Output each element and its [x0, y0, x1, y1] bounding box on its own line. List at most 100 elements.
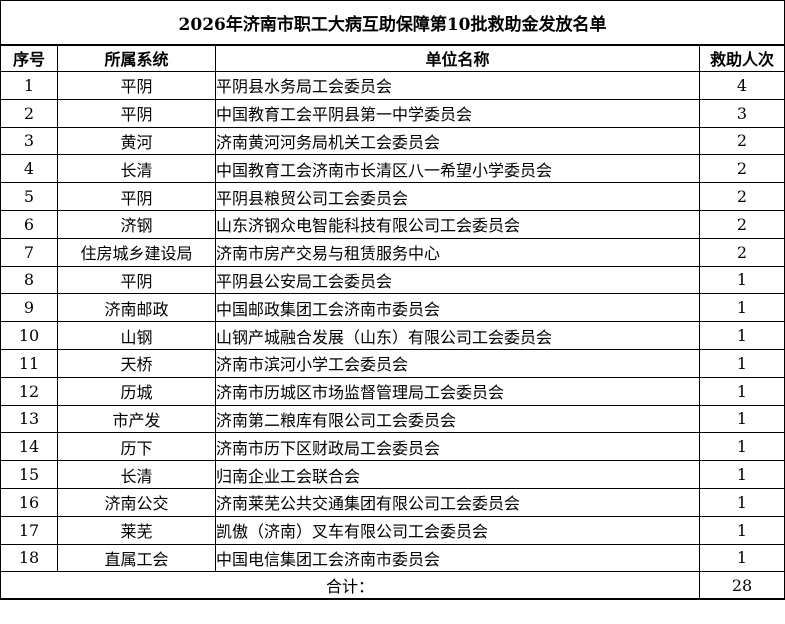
row-number-cell: 18 — [0, 543, 58, 573]
unit-name-cell: 济南市历下区财政局工会委员会 — [215, 432, 700, 462]
column-header-unit: 单位名称 — [215, 44, 700, 72]
unit-name-cell: 济南市滨河小学工会委员会 — [215, 348, 700, 378]
unit-name-cell: 山钢产城融合发展（山东）有限公司工会委员会 — [215, 321, 700, 350]
unit-name-cell: 济南市房产交易与租赁服务中心 — [215, 237, 700, 267]
table-row: 12 历城 济南市历城区市场监督管理局工会委员会 1 — [0, 376, 785, 406]
system-cell: 济钢 — [57, 209, 216, 239]
system-cell: 住房城乡建设局 — [57, 237, 216, 267]
table-row: 3 黄河 济南黄河河务局机关工会委员会 2 — [0, 126, 785, 156]
system-cell: 山钢 — [57, 321, 216, 350]
system-cell: 济南公交 — [57, 487, 216, 517]
row-number-cell: 8 — [0, 265, 58, 295]
unit-name-cell: 中国邮政集团工会济南市委员会 — [215, 293, 700, 323]
count-cell: 1 — [698, 460, 785, 489]
table-row: 10 山钢 山钢产城融合发展（山东）有限公司工会委员会 1 — [0, 321, 785, 350]
count-cell: 1 — [698, 487, 785, 517]
system-cell: 天桥 — [57, 348, 216, 378]
system-cell: 历下 — [57, 432, 216, 462]
table-row: 14 历下 济南市历下区财政局工会委员会 1 — [0, 432, 785, 462]
table-row: 5 平阴 平阴县粮贸公司工会委员会 2 — [0, 182, 785, 211]
page-title: 2026年济南市职工大病互助保障第10批救助金发放名单 — [0, 0, 785, 46]
row-number-cell: 16 — [0, 487, 58, 517]
row-number-cell: 15 — [0, 460, 58, 489]
system-cell: 莱芜 — [57, 515, 216, 545]
count-cell: 2 — [698, 237, 785, 267]
table-row: 17 莱芜 凯傲（济南）叉车有限公司工会委员会 1 — [0, 515, 785, 545]
column-header-index: 序号 — [0, 44, 58, 72]
unit-name-cell: 中国教育工会平阴县第一中学委员会 — [215, 98, 700, 128]
unit-name-cell: 中国教育工会济南市长清区八一希望小学委员会 — [215, 154, 700, 184]
row-number-cell: 6 — [0, 209, 58, 239]
row-number-cell: 5 — [0, 182, 58, 211]
unit-name-cell: 平阴县粮贸公司工会委员会 — [215, 182, 700, 211]
count-cell: 1 — [698, 404, 785, 434]
column-header-count: 救助人次 — [698, 44, 785, 72]
system-cell: 长清 — [57, 154, 216, 184]
row-number-cell: 14 — [0, 432, 58, 462]
header-row: 序号 所属系统 单位名称 救助人次 — [0, 44, 785, 72]
table-row: 4 长清 中国教育工会济南市长清区八一希望小学委员会 2 — [0, 154, 785, 184]
table-body: 1 平阴 平阴县水务局工会委员会 4 2 平阴 中国教育工会平阴县第一中学委员会 3 3 黄河 济南… — [0, 71, 785, 573]
system-cell: 长清 — [57, 460, 216, 489]
count-cell: 1 — [698, 348, 785, 378]
table-row: 1 平阴 平阴县水务局工会委员会 4 — [0, 71, 785, 100]
unit-name-cell: 凯傲（济南）叉车有限公司工会委员会 — [215, 515, 700, 545]
row-number-cell: 1 — [0, 71, 58, 100]
system-cell: 市产发 — [57, 404, 216, 434]
system-cell: 直属工会 — [57, 543, 216, 573]
system-cell: 平阴 — [57, 265, 216, 295]
unit-name-cell: 山东济钢众电智能科技有限公司工会委员会 — [215, 209, 700, 239]
table-row: 8 平阴 平阴县公安局工会委员会 1 — [0, 265, 785, 295]
row-number-cell: 17 — [0, 515, 58, 545]
unit-name-cell: 济南第二粮库有限公司工会委员会 — [215, 404, 700, 434]
count-cell: 1 — [698, 543, 785, 573]
row-number-cell: 12 — [0, 376, 58, 406]
table-row: 2 平阴 中国教育工会平阴县第一中学委员会 3 — [0, 98, 785, 128]
unit-name-cell: 平阴县公安局工会委员会 — [215, 265, 700, 295]
count-cell: 2 — [698, 126, 785, 156]
count-cell: 2 — [698, 154, 785, 184]
row-number-cell: 9 — [0, 293, 58, 323]
table-row: 7 住房城乡建设局 济南市房产交易与租赁服务中心 2 — [0, 237, 785, 267]
aid-distribution-table: 2026年济南市职工大病互助保障第10批救助金发放名单 序号 所属系统 单位名称… — [0, 0, 785, 600]
row-number-cell: 7 — [0, 237, 58, 267]
count-cell: 1 — [698, 432, 785, 462]
total-label: 合计： — [0, 571, 700, 600]
system-cell: 平阴 — [57, 182, 216, 211]
unit-name-cell: 中国电信集团工会济南市委员会 — [215, 543, 700, 573]
row-number-cell: 3 — [0, 126, 58, 156]
unit-name-cell: 归南企业工会联合会 — [215, 460, 700, 489]
count-cell: 1 — [698, 265, 785, 295]
unit-name-cell: 济南莱芜公共交通集团有限公司工会委员会 — [215, 487, 700, 517]
table-row: 16 济南公交 济南莱芜公共交通集团有限公司工会委员会 1 — [0, 487, 785, 517]
table-row: 9 济南邮政 中国邮政集团工会济南市委员会 1 — [0, 293, 785, 323]
system-cell: 黄河 — [57, 126, 216, 156]
total-value: 28 — [698, 571, 785, 600]
row-number-cell: 2 — [0, 98, 58, 128]
row-number-cell: 4 — [0, 154, 58, 184]
count-cell: 1 — [698, 293, 785, 323]
unit-name-cell: 济南市历城区市场监督管理局工会委员会 — [215, 376, 700, 406]
row-number-cell: 11 — [0, 348, 58, 378]
column-header-system: 所属系统 — [57, 44, 216, 72]
count-cell: 2 — [698, 182, 785, 211]
row-number-cell: 13 — [0, 404, 58, 434]
count-cell: 2 — [698, 209, 785, 239]
system-cell: 平阴 — [57, 71, 216, 100]
unit-name-cell: 平阴县水务局工会委员会 — [215, 71, 700, 100]
count-cell: 1 — [698, 515, 785, 545]
count-cell: 3 — [698, 98, 785, 128]
table-row: 15 长清 归南企业工会联合会 1 — [0, 460, 785, 489]
system-cell: 济南邮政 — [57, 293, 216, 323]
count-cell: 4 — [698, 71, 785, 100]
system-cell: 历城 — [57, 376, 216, 406]
table-row: 13 市产发 济南第二粮库有限公司工会委员会 1 — [0, 404, 785, 434]
row-number-cell: 10 — [0, 321, 58, 350]
count-cell: 1 — [698, 321, 785, 350]
total-row: 合计： 28 — [0, 571, 785, 600]
title-row: 2026年济南市职工大病互助保障第10批救助金发放名单 — [0, 0, 785, 46]
table-row: 11 天桥 济南市滨河小学工会委员会 1 — [0, 348, 785, 378]
system-cell: 平阴 — [57, 98, 216, 128]
unit-name-cell: 济南黄河河务局机关工会委员会 — [215, 126, 700, 156]
